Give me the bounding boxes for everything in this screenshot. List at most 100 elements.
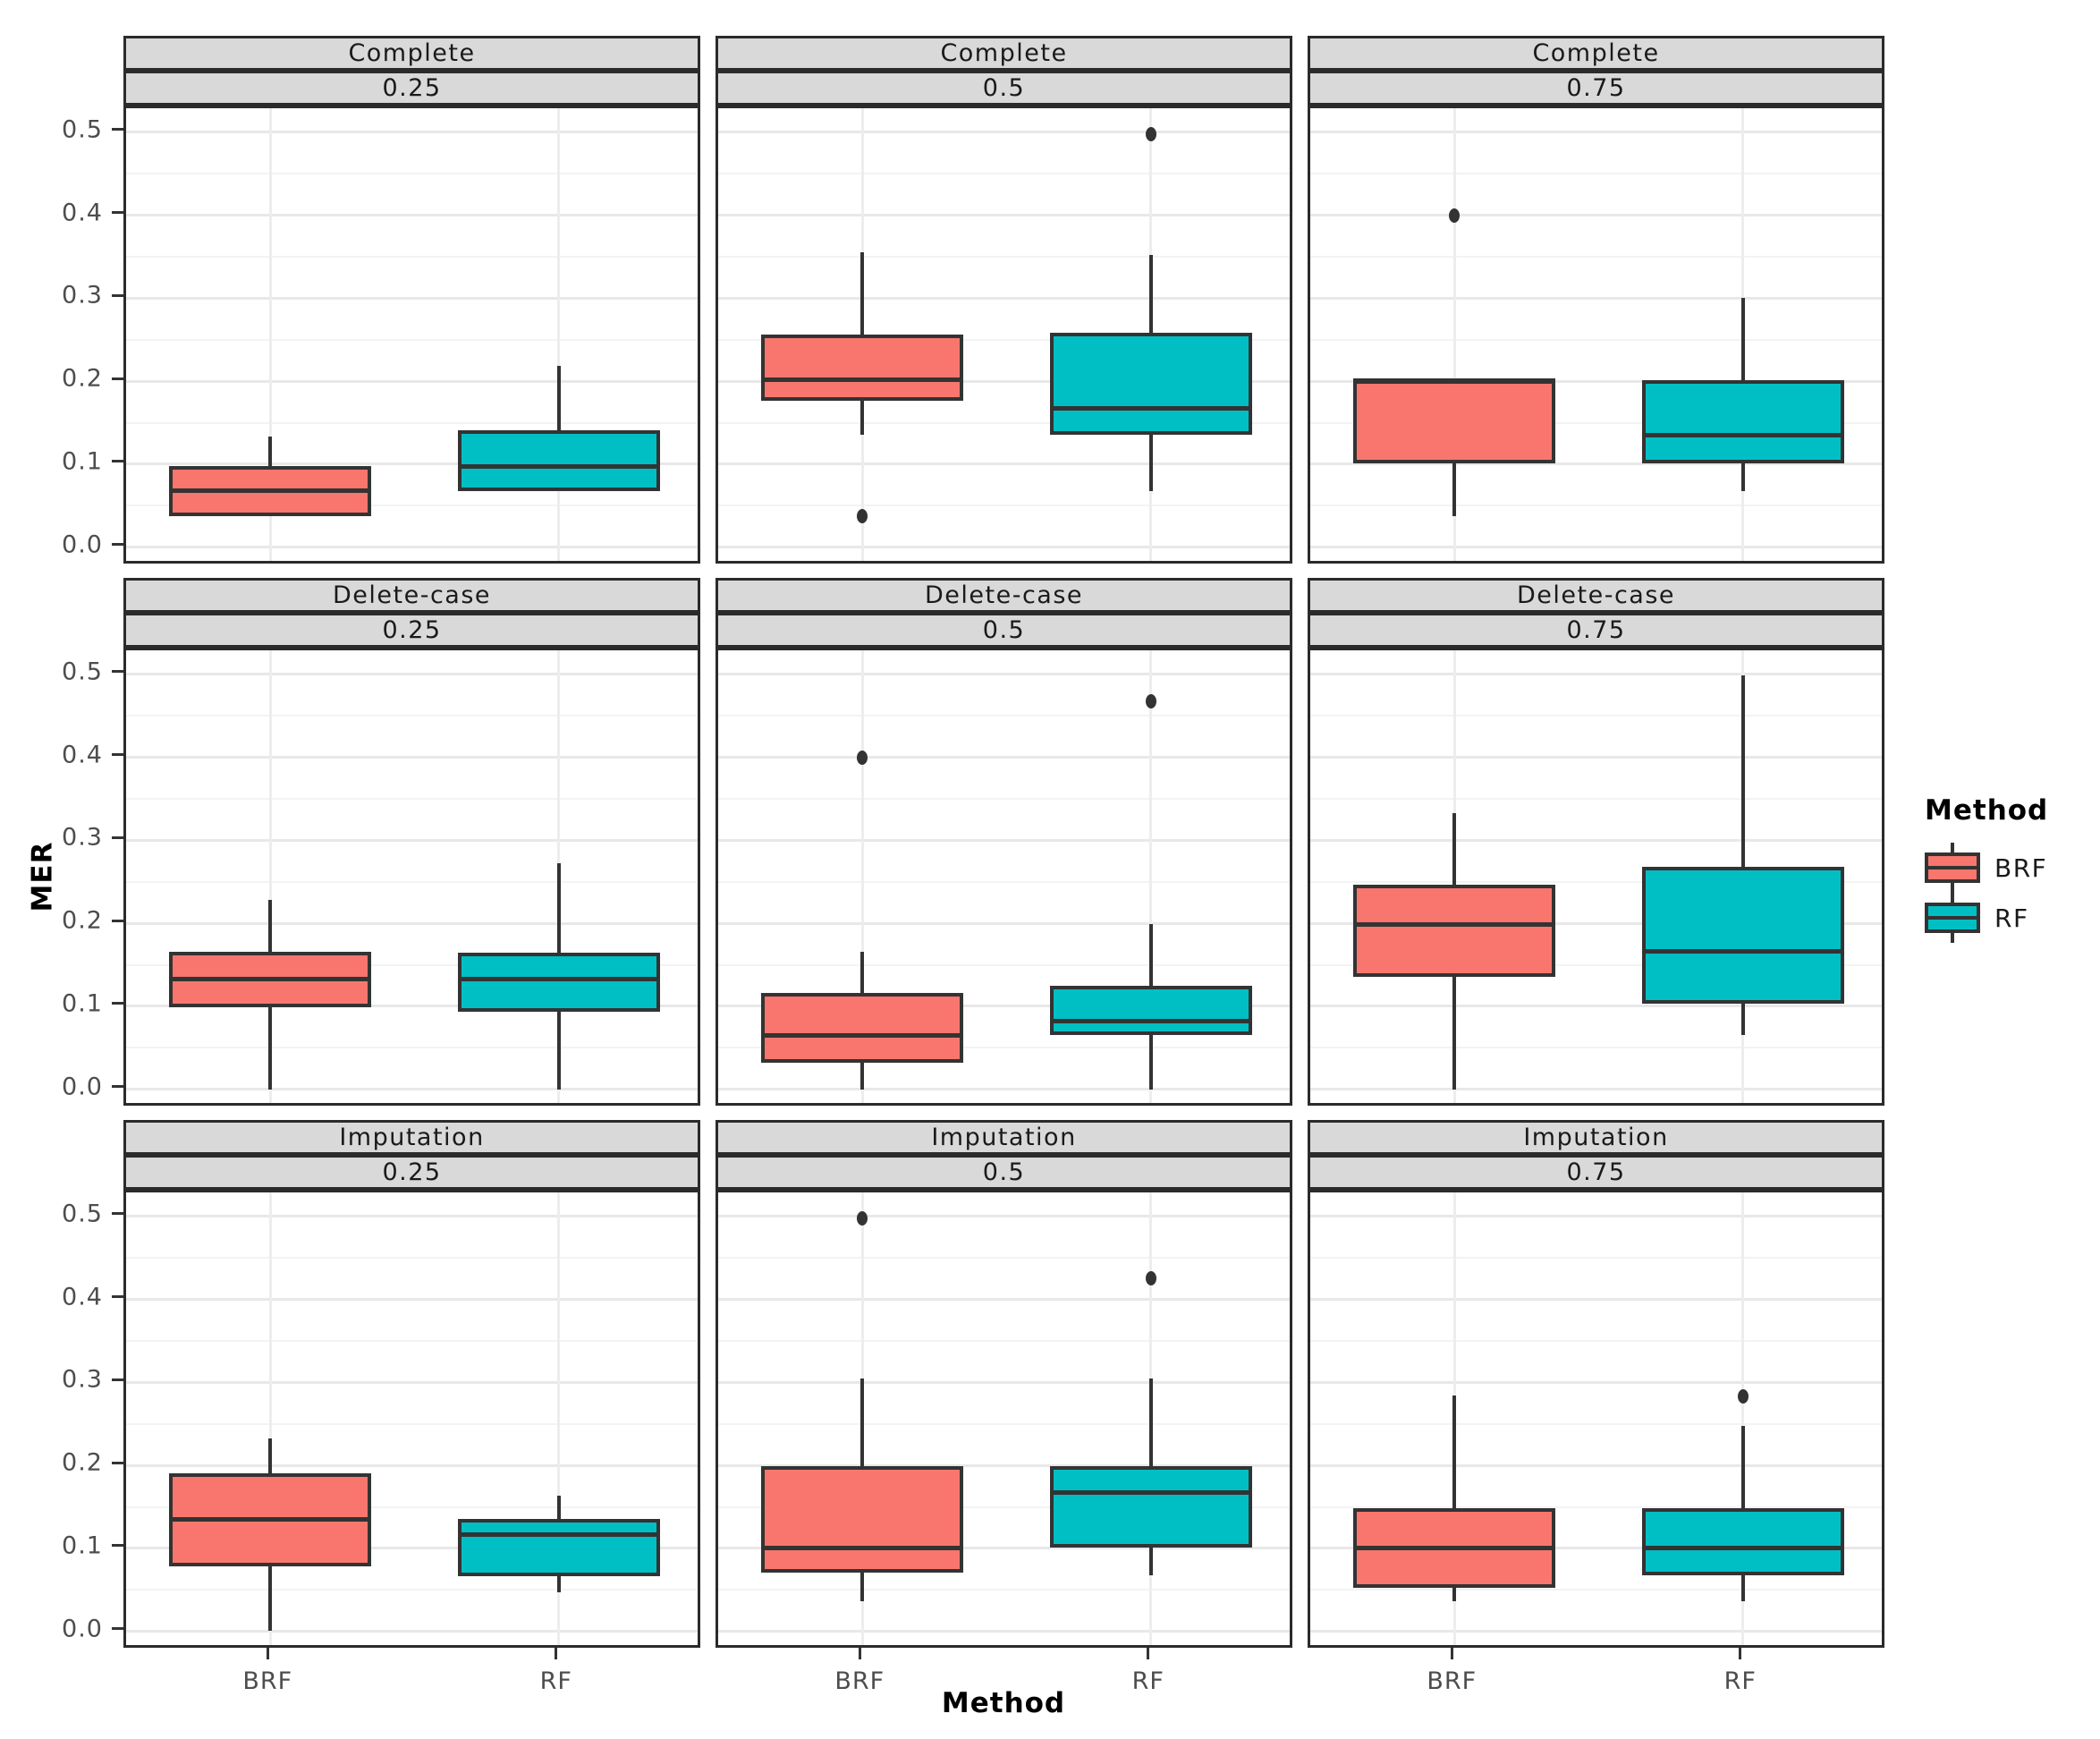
gridline-major — [718, 673, 1290, 676]
outlier-point — [1145, 1271, 1156, 1286]
gridline-major — [718, 1547, 1290, 1550]
gridline-major — [718, 214, 1290, 217]
gridline-major — [126, 921, 698, 925]
gridline-major — [126, 838, 698, 842]
gridline-vertical — [1741, 1192, 1745, 1645]
gridline-minor — [1310, 256, 1882, 259]
outlier-point — [1449, 208, 1461, 223]
boxplot-box-rf — [1049, 985, 1252, 1036]
gridline-major — [718, 462, 1290, 466]
median-line — [1049, 1019, 1252, 1024]
key-whisker-top — [1951, 893, 1954, 903]
gridline-major — [1310, 379, 1882, 383]
facet-strip-col-label: 0.5 — [716, 71, 1292, 106]
facet-strip-row-label: Delete-case — [1308, 578, 1884, 613]
y-axis-tick — [112, 919, 123, 922]
gridline-minor — [718, 256, 1290, 259]
median-line — [457, 464, 660, 470]
outlier-point — [1145, 126, 1156, 141]
facet-panel — [716, 106, 1292, 564]
gridline-vertical — [1452, 108, 1456, 561]
gridline-major — [718, 379, 1290, 383]
boxplot-key-icon — [1925, 843, 1980, 893]
gridline-minor — [126, 173, 698, 175]
y-tick-label: 0.3 — [62, 823, 103, 852]
y-tick-label: 0.4 — [62, 1283, 103, 1311]
gridline-major — [1310, 1380, 1882, 1384]
y-tick-label: 0.3 — [62, 281, 103, 310]
boxplot-box-rf — [457, 429, 660, 491]
gridline-major — [126, 546, 698, 549]
gridline-major — [1310, 1005, 1882, 1008]
median-line — [1049, 406, 1252, 411]
gridline-vertical — [557, 1192, 561, 1645]
gridline-major — [718, 546, 1290, 549]
median-line — [1353, 1546, 1556, 1551]
outlier-point — [857, 1210, 868, 1226]
gridline-minor — [126, 715, 698, 717]
facet-strip-col-label: 0.5 — [716, 613, 1292, 648]
y-axis-tick — [112, 1544, 123, 1548]
y-axis-tick — [112, 1627, 123, 1631]
gridline-major — [126, 379, 698, 383]
legend-key-brf: BRF — [1925, 843, 2100, 893]
legend-title: Method — [1925, 794, 2049, 827]
median-line — [169, 976, 372, 981]
y-axis-tick — [112, 670, 123, 674]
facet-strip-col-label: 0.75 — [1308, 1155, 1884, 1190]
gridline-minor — [126, 880, 698, 883]
x-axis-tick — [1147, 1648, 1150, 1659]
gridline-minor — [1310, 505, 1882, 507]
y-tick-label: 0.2 — [62, 906, 103, 935]
gridline-minor — [1310, 963, 1882, 966]
gridline-major — [126, 756, 698, 759]
whisker — [1452, 1395, 1457, 1602]
gridline-major — [1310, 131, 1882, 134]
median-line — [1049, 1490, 1252, 1496]
facet-strip-row-label: Delete-case — [123, 578, 700, 613]
boxplot-box-rf — [1049, 333, 1252, 436]
gridline-major — [126, 1215, 698, 1218]
whisker — [556, 366, 561, 491]
gridline-major — [718, 296, 1290, 300]
median-line — [761, 1032, 964, 1038]
gridline-minor — [1310, 1506, 1882, 1508]
legend-entry-label: RF — [1994, 903, 2029, 933]
gridline-major — [1310, 214, 1882, 217]
y-axis-tick — [112, 460, 123, 463]
y-axis-tick — [112, 128, 123, 131]
median-line — [761, 1546, 964, 1551]
boxplot-box-brf — [761, 993, 964, 1063]
outlier-point — [857, 509, 868, 524]
gridline-vertical — [557, 108, 561, 561]
x-axis-tick — [1739, 1648, 1742, 1659]
median-line — [761, 377, 964, 382]
gridline-major — [718, 1463, 1290, 1467]
y-tick-label: 0.4 — [62, 199, 103, 227]
gridline-minor — [718, 1340, 1290, 1343]
gridline-minor — [126, 421, 698, 424]
gridline-minor — [126, 798, 698, 801]
gridline-minor — [718, 1047, 1290, 1049]
gridline-major — [718, 1380, 1290, 1384]
gridline-major — [718, 131, 1290, 134]
y-axis-tick — [112, 753, 123, 757]
gridline-major — [1310, 1298, 1882, 1302]
outlier-point — [857, 750, 868, 765]
y-axis-tick — [112, 1002, 123, 1005]
gridline-minor — [1310, 1340, 1882, 1343]
gridline-major — [126, 1005, 698, 1008]
x-tick-label: BRF — [242, 1667, 293, 1695]
gridline-major — [126, 1630, 698, 1633]
median-line — [169, 1516, 372, 1522]
gridline-major — [126, 1298, 698, 1302]
gridline-minor — [1310, 421, 1882, 424]
gridline-major — [718, 1630, 1290, 1633]
gridline-minor — [1310, 798, 1882, 801]
gridline-minor — [1310, 1257, 1882, 1260]
facet-strip-col-label: 0.25 — [123, 71, 700, 106]
boxplot-box-rf — [1641, 867, 1844, 1005]
y-tick-label: 0.0 — [62, 1615, 103, 1643]
median-line — [169, 488, 372, 494]
gridline-minor — [718, 1422, 1290, 1425]
